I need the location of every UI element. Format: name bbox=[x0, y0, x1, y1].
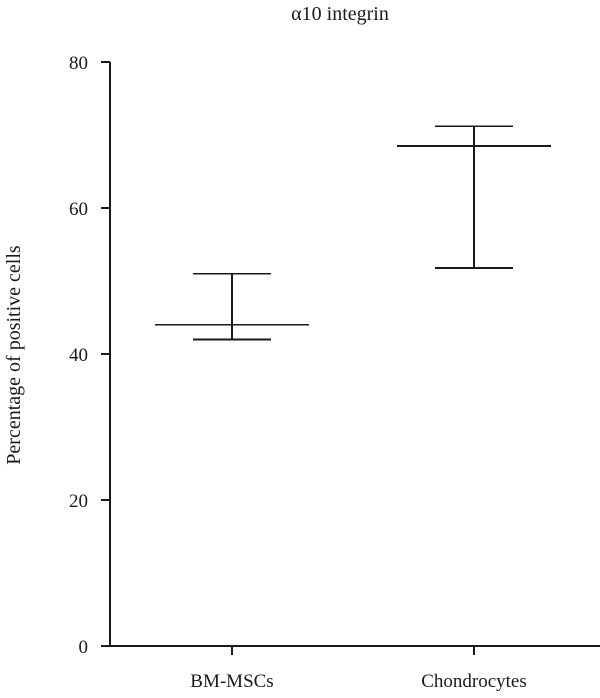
point-group bbox=[397, 125, 551, 269]
x-tick-label: Chondrocytes bbox=[421, 671, 527, 692]
y-tick-label: 40 bbox=[69, 345, 88, 366]
y-tick-label: 0 bbox=[79, 637, 89, 658]
y-tick-label: 20 bbox=[69, 491, 88, 512]
chart-title: α10 integrin bbox=[291, 3, 389, 25]
y-tick-label: 60 bbox=[69, 199, 88, 220]
x-tick-label: BM-MSCs bbox=[190, 671, 273, 692]
point-group bbox=[155, 272, 309, 341]
y-axis: 0 20 40 60 80 bbox=[69, 53, 111, 658]
x-axis: BM-MSCs Chondrocytes bbox=[110, 645, 600, 692]
y-tick-label: 80 bbox=[69, 53, 88, 74]
chart-marks bbox=[155, 125, 551, 341]
y-axis-label: Percentage of positive cells bbox=[3, 245, 25, 465]
